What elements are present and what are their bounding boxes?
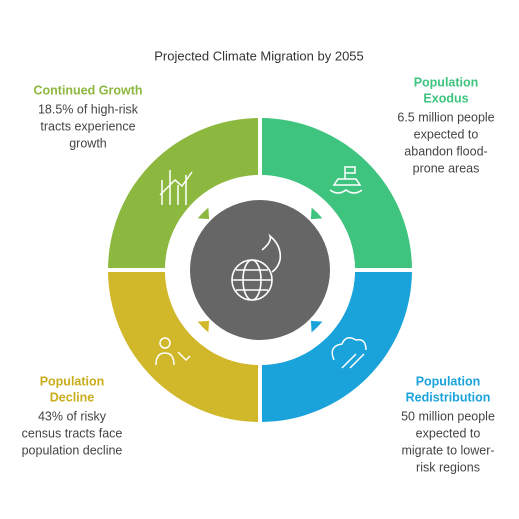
section-description: expected to xyxy=(414,127,479,141)
section-description: prone areas xyxy=(413,161,480,175)
segment xyxy=(108,270,260,422)
section-title: Decline xyxy=(50,390,95,404)
section-title: Population xyxy=(40,374,105,388)
section-description: risk regions xyxy=(416,460,480,474)
center-icon xyxy=(231,233,282,301)
section-title: Exodus xyxy=(423,91,468,105)
section-description: census tracts face xyxy=(22,426,123,440)
segment xyxy=(108,118,260,270)
labels: Continued Growth 18.5% of high-risk tracts… xyxy=(22,75,495,474)
section-description: growth xyxy=(69,136,107,150)
section-description: abandon flood- xyxy=(404,144,487,158)
section-title: Population xyxy=(414,75,479,89)
section-title: Population xyxy=(416,374,481,388)
title: Projected Climate Migration by 2055 xyxy=(154,48,364,63)
section-description: 18.5% of high-risk xyxy=(38,102,139,116)
section-description: 43% of risky xyxy=(38,409,107,423)
inner-gap xyxy=(165,175,355,365)
segment xyxy=(260,118,412,270)
section-description: expected to xyxy=(416,426,481,440)
section-description: population decline xyxy=(22,443,123,457)
section-description: 6.5 million people xyxy=(397,110,494,124)
section-description: 50 million people xyxy=(401,409,495,423)
section-description: tracts experience xyxy=(40,119,135,133)
section-description: migrate to lower- xyxy=(401,443,494,457)
section-title: Redistribution xyxy=(406,390,491,404)
section-title: Continued Growth xyxy=(33,83,142,97)
icons xyxy=(155,166,367,369)
